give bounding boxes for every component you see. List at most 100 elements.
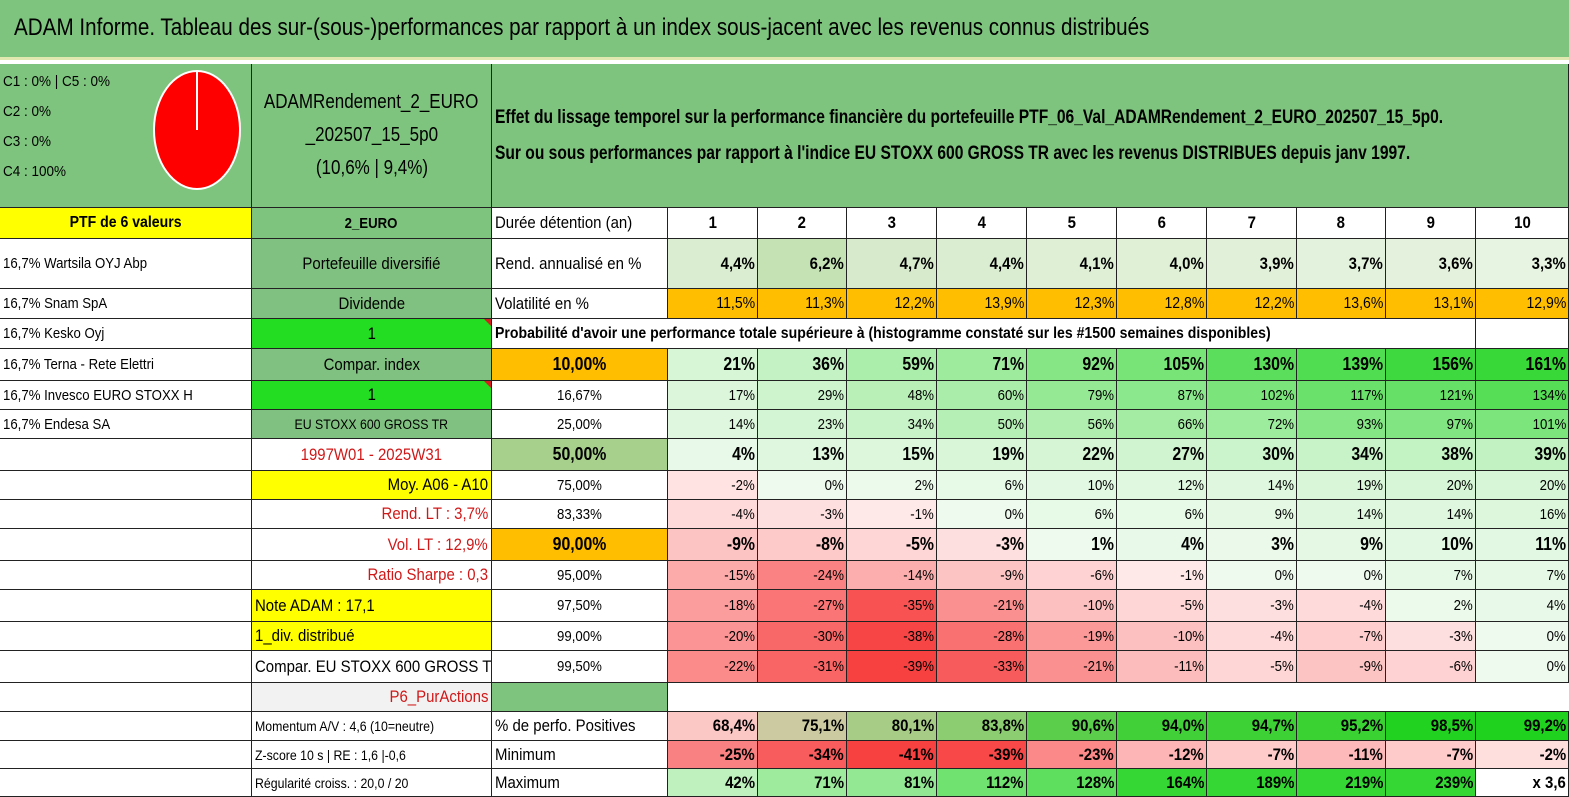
volatility-value: 11,3% bbox=[758, 289, 847, 319]
compar-full-index-text: Compar. EU STOXX 600 GROSS TR bbox=[255, 656, 492, 676]
volatility-value-text: 11,3% bbox=[805, 294, 844, 312]
allocation-legend-line: C4 : 100% bbox=[3, 163, 67, 180]
probability-value: -39% bbox=[847, 651, 937, 683]
volatility-value-text: 12,2% bbox=[894, 294, 934, 312]
positive-perf-value: 94,7% bbox=[1207, 712, 1297, 741]
minimum-value: -2% bbox=[1476, 741, 1569, 769]
maximum-value: 219% bbox=[1297, 769, 1386, 797]
empty-cell bbox=[0, 622, 252, 651]
probability-value: 34% bbox=[1297, 439, 1386, 471]
probability-value-text: -21% bbox=[1083, 658, 1114, 675]
year-header: 6 bbox=[1117, 208, 1207, 239]
probability-value-text: 72% bbox=[1267, 415, 1294, 433]
probability-value-text: 60% bbox=[997, 386, 1024, 404]
positive-perf-value: 75,1% bbox=[758, 712, 847, 741]
probability-value: 19% bbox=[937, 439, 1027, 471]
minimum-value-text: -12% bbox=[1169, 744, 1204, 764]
probability-value: -11% bbox=[1117, 651, 1207, 683]
minimum-value-text: -2% bbox=[1539, 744, 1566, 764]
maximum-value: 164% bbox=[1117, 769, 1207, 797]
compar-index-value: 1 bbox=[252, 381, 492, 410]
probability-value: -7% bbox=[1297, 622, 1386, 651]
maximum-label-text: Maximum bbox=[495, 772, 560, 792]
year-header: 1 bbox=[668, 208, 758, 239]
probability-value-text: 130% bbox=[1253, 354, 1294, 374]
probability-value: -31% bbox=[758, 651, 847, 683]
minimum-value-text: -41% bbox=[899, 744, 934, 764]
probability-threshold: 99,00% bbox=[492, 622, 668, 651]
probability-value: -38% bbox=[847, 622, 937, 651]
volatility-value-text: 12,2% bbox=[1254, 294, 1294, 312]
category-text: P6_PurActions bbox=[389, 687, 488, 706]
probability-value-text: 20% bbox=[1539, 476, 1566, 494]
positive-perf-label: % de perfo. Positives bbox=[492, 712, 668, 741]
empty-cell bbox=[0, 500, 252, 529]
probability-threshold-text: 50,00% bbox=[552, 444, 607, 464]
probability-value-text: -8% bbox=[815, 534, 844, 554]
probability-threshold-text: 97,50% bbox=[557, 597, 602, 614]
minimum-value: -34% bbox=[758, 741, 847, 769]
probability-value-text: 22% bbox=[1082, 444, 1114, 464]
probability-value: 30% bbox=[1207, 439, 1297, 471]
dividend-value: 1 bbox=[252, 319, 492, 349]
probability-value: 60% bbox=[937, 381, 1027, 410]
probability-value-text: -14% bbox=[903, 566, 934, 584]
probability-value: 50% bbox=[937, 410, 1027, 439]
probability-value: 27% bbox=[1117, 439, 1207, 471]
volatility-value: 12,3% bbox=[1027, 289, 1117, 319]
probability-value-text: 2% bbox=[1453, 597, 1473, 614]
probability-value-text: 14% bbox=[728, 415, 755, 433]
allocation-legend: C1 : 0% | C5 : 0% C2 : 0% C3 : 0% C4 : 100% bbox=[0, 70, 122, 190]
maximum-value-text: 164% bbox=[1165, 772, 1204, 792]
probability-value-text: -1% bbox=[910, 505, 934, 523]
probability-value-text: 161% bbox=[1525, 354, 1566, 374]
probability-value: 97% bbox=[1386, 410, 1476, 439]
annual-return-value-text: 4,0% bbox=[1169, 253, 1204, 273]
maximum-value-text: 128% bbox=[1075, 772, 1114, 792]
probability-value-text: -39% bbox=[903, 658, 934, 675]
probability-value: 161% bbox=[1476, 349, 1569, 381]
volatility-value-text: 13,6% bbox=[1343, 294, 1383, 312]
probability-value: -35% bbox=[847, 590, 937, 622]
annual-return-value-text: 4,1% bbox=[1079, 253, 1114, 273]
allocation-pie-chart bbox=[153, 70, 241, 190]
probability-value: 3% bbox=[1207, 529, 1297, 561]
probability-value-text: -3% bbox=[820, 505, 844, 523]
probability-value-text: 105% bbox=[1163, 354, 1204, 374]
probability-threshold: 50,00% bbox=[492, 439, 668, 471]
probability-value: -4% bbox=[1297, 590, 1386, 622]
positive-perf-value: 80,1% bbox=[847, 712, 937, 741]
empty-cell bbox=[0, 590, 252, 622]
probability-value-text: 0% bbox=[824, 476, 844, 494]
minimum-value-text: -11% bbox=[1348, 744, 1383, 764]
maximum-value: 81% bbox=[847, 769, 937, 797]
positive-perf-value-text: 99,2% bbox=[1523, 716, 1566, 735]
dividend-value-text: 1 bbox=[367, 323, 376, 343]
annual-return-value: 3,7% bbox=[1297, 239, 1386, 289]
probability-value: 101% bbox=[1476, 410, 1569, 439]
sharpe-ratio-text: Ratio Sharpe : 0,3 bbox=[367, 565, 488, 584]
positive-perf-value: 68,4% bbox=[668, 712, 758, 741]
description-line: Sur ou sous performances par rapport à l… bbox=[495, 142, 1411, 164]
maximum-value: 112% bbox=[937, 769, 1027, 797]
probability-value: 13% bbox=[758, 439, 847, 471]
probability-value: 10% bbox=[1386, 529, 1476, 561]
probability-value-text: 4% bbox=[732, 444, 755, 464]
minimum-value: -7% bbox=[1207, 741, 1297, 769]
probability-value-text: 56% bbox=[1087, 415, 1114, 433]
probability-value: 19% bbox=[1297, 471, 1386, 500]
maximum-value-text: x 3,6 bbox=[1532, 772, 1566, 792]
probability-value-text: 2% bbox=[914, 476, 934, 494]
maximum-label: Maximum bbox=[492, 769, 668, 797]
holding-row: 16,7% Kesko Oyj bbox=[0, 319, 252, 349]
annual-return-value: 4,4% bbox=[937, 239, 1027, 289]
annual-return-label-text: Rend. annualisé en % bbox=[495, 253, 642, 273]
regularity-text: Régularité croiss. : 20,0 / 20 bbox=[255, 774, 409, 791]
minimum-value: -23% bbox=[1027, 741, 1117, 769]
holding-row: 16,7% Terna - Rete Elettri bbox=[0, 349, 252, 381]
probability-threshold-text: 83,33% bbox=[557, 505, 602, 523]
probability-value-text: -5% bbox=[905, 534, 934, 554]
probability-value: 36% bbox=[758, 349, 847, 381]
empty-cell bbox=[0, 561, 252, 590]
duration-label: Durée détention (an) bbox=[492, 208, 668, 239]
